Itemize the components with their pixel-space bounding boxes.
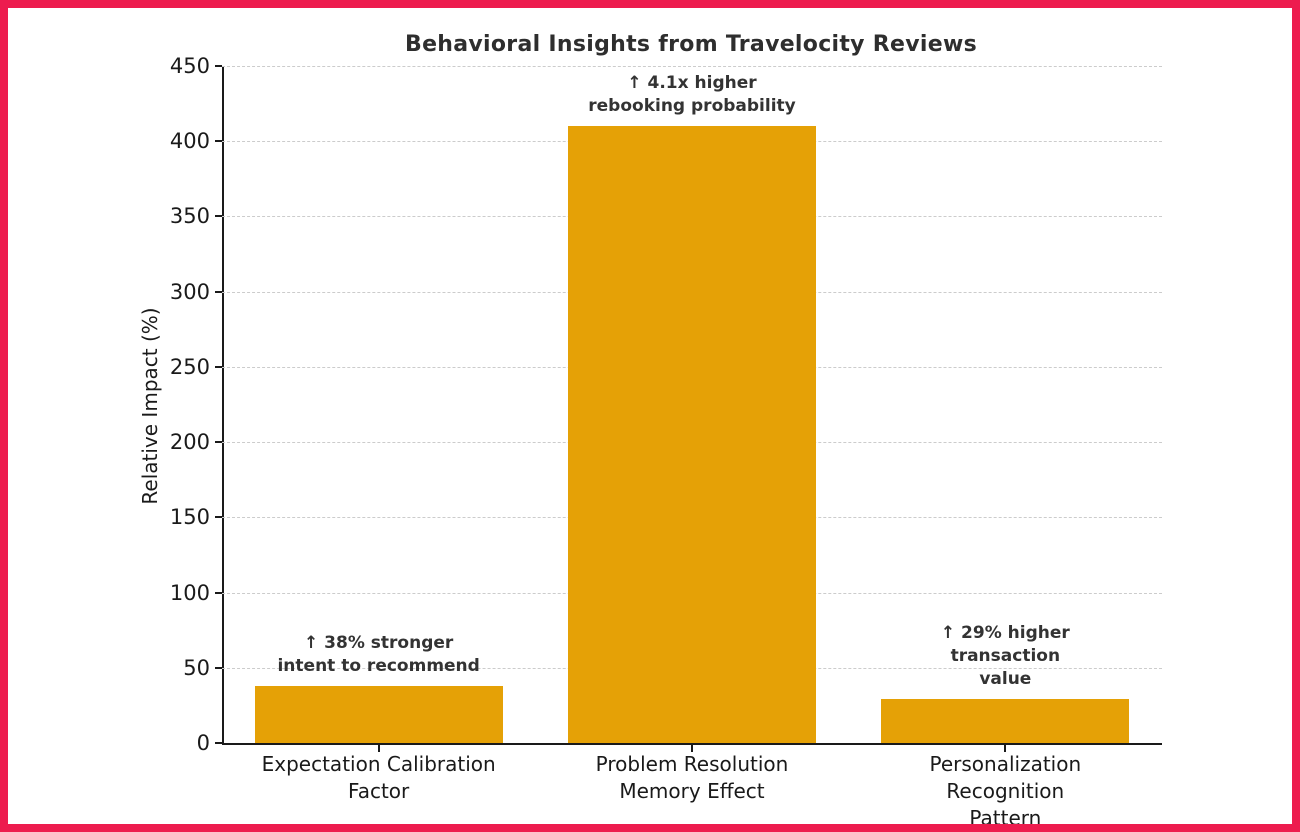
- y-tick-label: 300: [169, 279, 210, 304]
- y-tick-label: 250: [169, 354, 210, 379]
- y-tick-label: 350: [169, 204, 210, 229]
- x-tick-mark: [377, 745, 380, 752]
- bar-annotation: ↑ 4.1x higher rebooking probability: [588, 73, 796, 117]
- plot-area: 0 50 100 150 200 250 300 350 400 450 ↑ 38% stronge…: [170, 54, 1162, 824]
- bar: [568, 126, 816, 743]
- x-tick-label: Expectation Calibration Factor: [261, 752, 496, 803]
- y-tick-label: 450: [169, 54, 210, 78]
- x-axis-spine: [222, 743, 1162, 745]
- y-tick-label: 50: [183, 655, 210, 680]
- y-tick-mark: [215, 516, 222, 519]
- y-tick-mark: [215, 666, 222, 669]
- bar-annotation: ↑ 38% stronger intent to recommend: [277, 633, 480, 677]
- y-tick-label: 100: [169, 580, 210, 605]
- y-tick-mark: [215, 591, 222, 594]
- bar-annotation: ↑ 29% higher transaction value: [940, 623, 1070, 690]
- x-tick-mark: [1004, 745, 1007, 752]
- bar: [881, 699, 1129, 743]
- x-tick-mark: [691, 745, 693, 752]
- y-axis-label: Relative Impact (%): [138, 307, 162, 505]
- x-tick-label: Problem Resolution Memory Effect: [595, 752, 789, 803]
- y-tick-label: 150: [169, 505, 210, 530]
- bar: [255, 686, 503, 743]
- gridline: [222, 66, 1162, 67]
- y-tick-mark: [215, 365, 222, 368]
- y-tick-mark: [215, 65, 222, 67]
- chart-title: Behavioral Insights from Travelocity Rev…: [405, 32, 977, 57]
- y-tick-mark: [215, 742, 222, 744]
- y-tick-mark: [215, 290, 222, 293]
- y-tick-label: 0: [196, 731, 210, 755]
- y-tick-mark: [215, 215, 222, 218]
- y-axis-spine: [222, 66, 224, 743]
- x-tick-label: Personalization Recognition Pattern: [929, 752, 1082, 830]
- y-tick-label: 400: [169, 129, 210, 154]
- y-tick-mark: [215, 140, 222, 143]
- y-tick-label: 200: [169, 430, 210, 455]
- y-tick-mark: [215, 441, 222, 444]
